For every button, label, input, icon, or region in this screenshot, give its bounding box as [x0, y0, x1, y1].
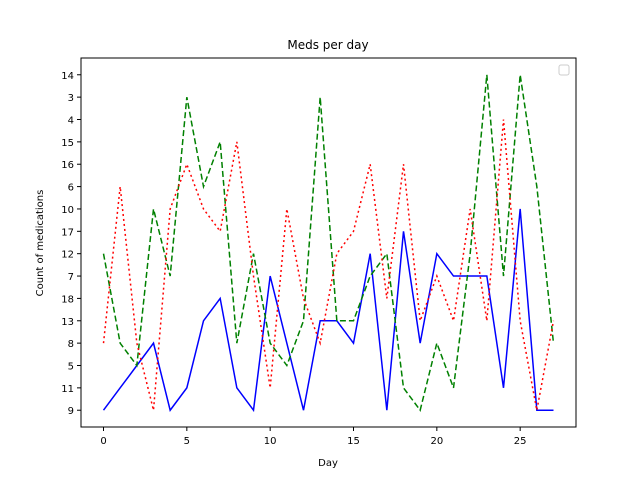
x-tick-label: 25: [514, 436, 527, 447]
y-tick-label: 5: [68, 362, 74, 373]
x-tick-label: 20: [430, 436, 443, 447]
legend-box: [558, 64, 570, 76]
y-tick-label: 9: [68, 406, 74, 417]
x-tick-label: 0: [100, 436, 106, 447]
x-tick-label: 10: [264, 436, 277, 447]
x-axis-label: Day: [318, 458, 338, 469]
x-tick-label: 5: [184, 436, 190, 447]
y-tick-label: 16: [61, 160, 74, 171]
y-tick-label: 15: [61, 138, 74, 149]
y-tick-label: 10: [61, 205, 74, 216]
y-tick-label: 17: [61, 227, 74, 238]
plot-frame: [80, 57, 577, 428]
y-tick-label: 4: [68, 116, 74, 127]
y-tick-label: 8: [68, 339, 74, 350]
y-tick-label: 13: [61, 317, 74, 328]
y-tick-label: 11: [61, 384, 74, 395]
chart-title: Meds per day: [287, 38, 368, 52]
y-tick-label: 7: [68, 272, 74, 283]
data-line: [102, 74, 555, 412]
y-axis-label: Count of medications: [35, 190, 46, 297]
y-tick-label: 3: [68, 93, 74, 104]
y-tick-label: 18: [61, 294, 74, 305]
y-tick-label: 12: [61, 250, 74, 261]
y-tick-label: 14: [61, 71, 74, 82]
data-line: [102, 208, 554, 413]
y-tick-label: 6: [68, 183, 74, 194]
x-tick-label: 15: [347, 436, 360, 447]
